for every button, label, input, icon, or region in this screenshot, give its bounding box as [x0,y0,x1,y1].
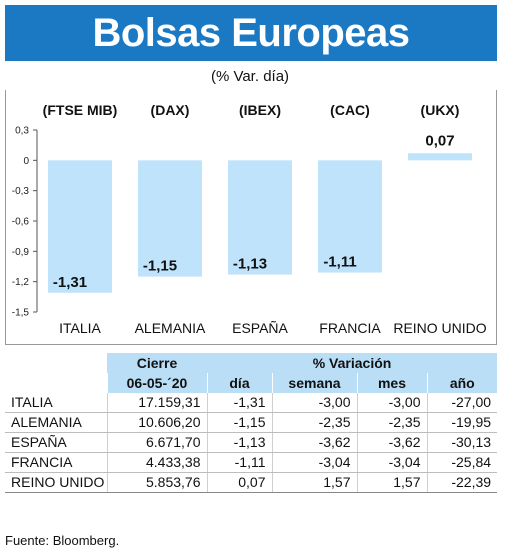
cell-semana: -2,35 [271,412,357,433]
category-label: ITALIA [59,320,101,336]
header-variacion: % Variación [207,353,498,373]
cell-semana: -3,62 [271,432,357,453]
header-anio: año [426,373,498,393]
category-label: REINO UNIDO [393,320,486,336]
cell-semana: -3,04 [271,452,357,473]
index-label: (DAX) [151,102,190,118]
index-label: (IBEX) [239,102,281,118]
category-label: ESPAÑA [232,320,288,336]
cell-cierre: 4.433,38 [106,452,207,473]
cell-anio: -25,84 [426,452,498,473]
cell-cierre: 10.606,20 [106,412,207,433]
cell-dia: -1,31 [206,393,272,413]
cell-mes: -3,62 [356,432,427,453]
data-label: -1,11 [323,254,356,271]
cell-anio: -22,39 [426,472,498,493]
table-row: ESPAÑA 6.671,70 -1,13 -3,62 -3,62 -30,13 [5,432,498,453]
header-mes: mes [356,373,427,393]
bar-chart: 0,3 0 -0,3 -0,6 -0,9 -1,2 -1,5 (FTSE MIB) -1,31 I… [12,102,487,336]
cell-pais: ESPAÑA [5,432,107,453]
cell-pais: ITALIA [5,393,107,413]
y-tick-label: -1,2 [12,277,30,288]
header-cierre: Cierre [107,353,207,373]
header-blank [5,353,107,373]
bar [228,160,292,275]
index-label: (UKX) [421,102,460,118]
cell-dia: 0,07 [206,472,272,493]
cell-dia: -1,13 [206,432,272,453]
cell-cierre: 6.671,70 [106,432,207,453]
bar [138,160,202,277]
index-label: (FTSE MIB) [43,102,118,118]
cell-cierre: 5.853,76 [106,472,207,493]
cell-semana: 1,57 [271,472,357,493]
cell-anio: -19,95 [426,412,498,433]
cell-dia: -1,15 [206,412,272,433]
table-row: ALEMANIA 10.606,20 -1,15 -2,35 -2,35 -19… [5,412,498,433]
table-row: ITALIA 17.159,31 -1,31 -3,00 -3,00 -27,0… [5,393,498,413]
cell-mes: -3,00 [356,393,427,413]
data-label: -1,13 [233,256,267,273]
cell-anio: -27,00 [426,393,498,413]
data-label: -1,15 [143,258,177,275]
cell-mes: -3,04 [356,452,427,473]
table-row: REINO UNIDO 5.853,76 0,07 1,57 1,57 -22,… [5,472,498,493]
cell-pais: REINO UNIDO [5,472,107,493]
cell-semana: -3,00 [271,393,357,413]
cell-mes: 1,57 [356,472,427,493]
market-table-wrap: Cierre % Variación 06-05-´20 día semana … [5,353,498,493]
cell-mes: -2,35 [356,412,427,433]
category-label: ALEMANIA [135,320,206,336]
bar [318,160,382,273]
header-dia: día [206,373,272,393]
page-title: Bolsas Europeas [92,10,410,55]
table-header-row-2: 06-05-´20 día semana mes año [5,373,498,393]
bar [408,153,472,161]
data-label: -1,31 [53,274,87,291]
category-label: FRANCIA [319,320,381,336]
cell-pais: FRANCIA [5,452,107,473]
chart-subtitle: (% Var. día) [210,68,290,85]
y-tick-label: -0,3 [12,186,30,197]
table-header-row-1: Cierre % Variación [5,353,498,373]
cell-pais: ALEMANIA [5,412,107,433]
cell-anio: -30,13 [426,432,498,453]
market-table: Cierre % Variación 06-05-´20 día semana … [5,353,498,493]
y-tick-label: 0,3 [15,126,29,137]
y-tick-label: -0,6 [12,217,30,228]
header-semana: semana [271,373,357,393]
y-tick-label: -0,9 [12,247,30,258]
data-label: 0,07 [425,132,454,149]
title-bar: Bolsas Europeas [5,5,497,61]
y-tick-label: 0 [23,156,29,167]
cell-cierre: 17.159,31 [106,393,207,413]
bar [48,160,112,293]
y-tick-label: -1,5 [12,308,30,319]
header-blank-2 [5,373,107,393]
chart-frame [5,90,497,345]
cell-dia: -1,11 [206,452,272,473]
table-row: FRANCIA 4.433,38 -1,11 -3,04 -3,04 -25,8… [5,452,498,473]
index-label: (CAC) [330,102,370,118]
source-note: Fuente: Bloomberg. [5,533,120,548]
header-date: 06-05-´20 [106,373,207,393]
